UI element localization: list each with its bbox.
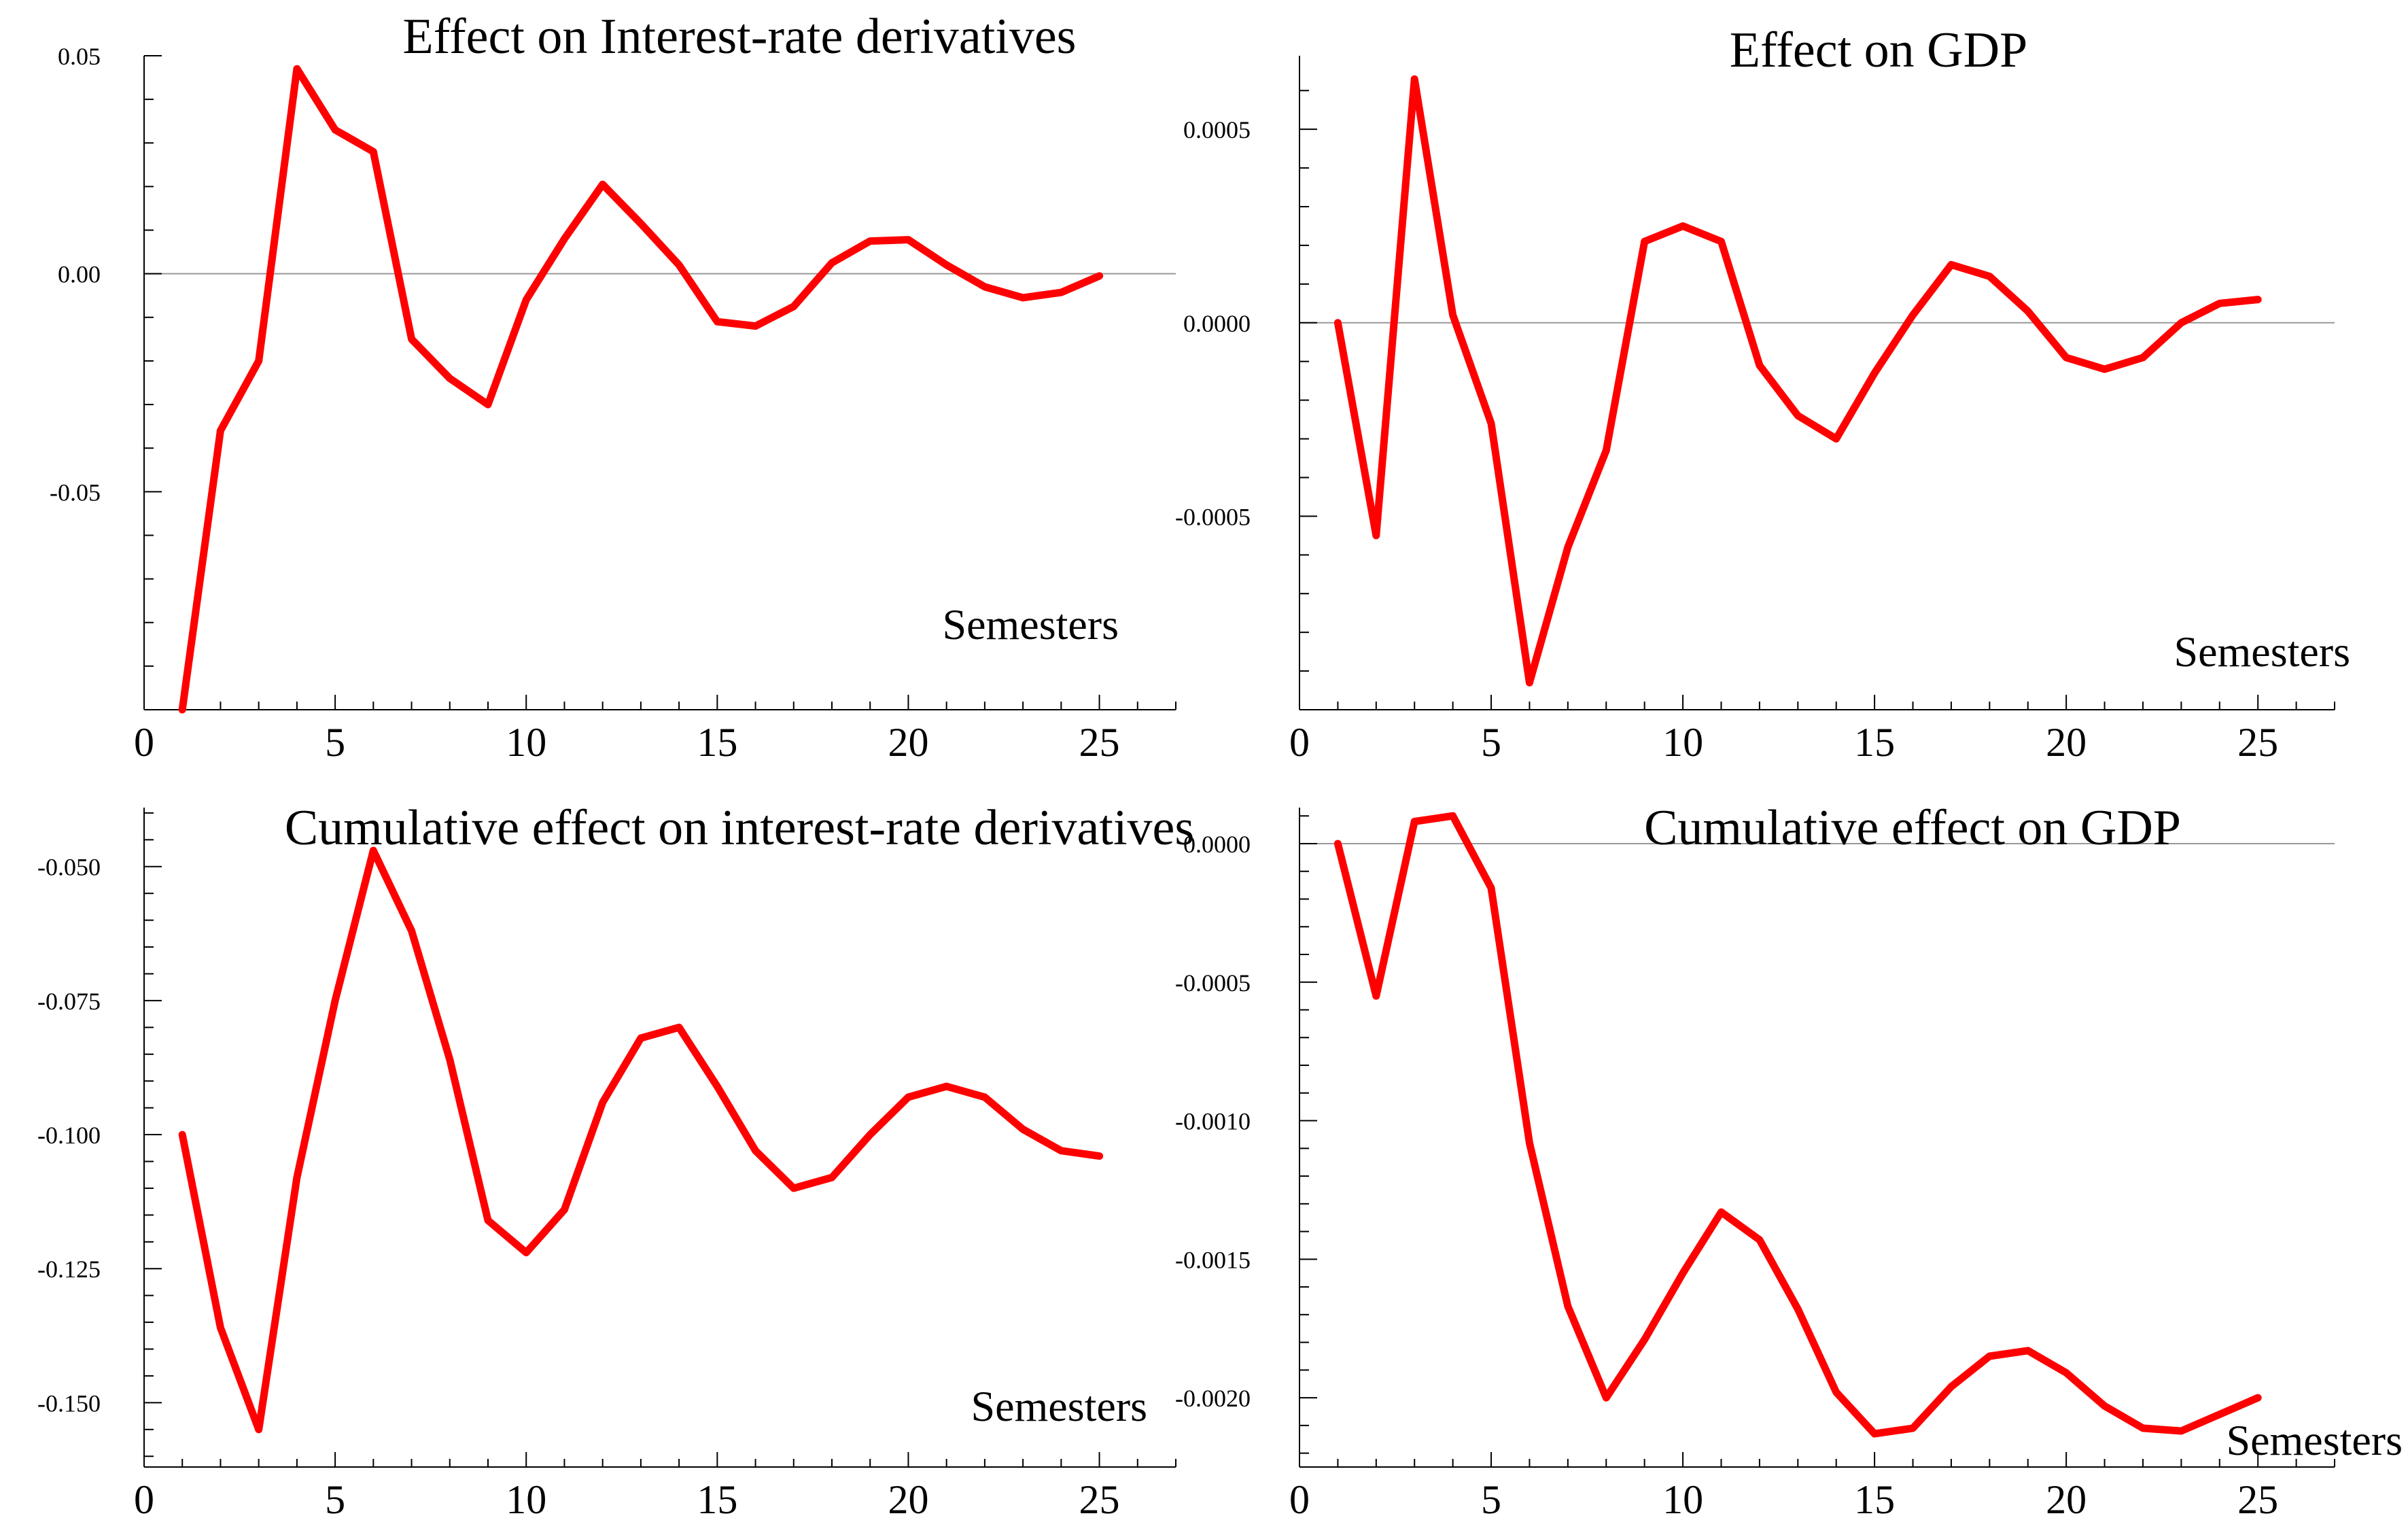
ir-cumulative-x-tick-label: 10	[506, 1477, 546, 1522]
ir-effect-x-tick-label: 25	[1079, 720, 1120, 765]
gdp-cumulative-x-tick-label: 25	[2237, 1477, 2278, 1522]
gdp-cumulative-y-tick-label: -0.0020	[1175, 1385, 1251, 1412]
gdp-effect-title: Effect on GDP	[1730, 22, 2027, 78]
gdp-cumulative-y-tick-label: 0.0000	[1183, 831, 1251, 858]
ir-effect-title: Effect on Interest-rate derivatives	[403, 9, 1077, 65]
ir-cumulative-title: Cumulative effect on interest-rate deriv…	[285, 800, 1194, 856]
ir-effect-series-line	[178, 65, 1104, 714]
gdp-cumulative-y-tick-label: -0.0005	[1175, 969, 1251, 997]
ir-cumulative-y-tick-label: -0.100	[37, 1122, 101, 1149]
gdp-effect-x-tick-label: 25	[2237, 720, 2278, 765]
gdp-cumulative-x-tick-label: 0	[1289, 1477, 1310, 1522]
gdp-cumulative-y-tick-label: -0.0015	[1175, 1246, 1251, 1273]
gdp-cumulative-x-tick-label: 10	[1662, 1477, 1703, 1522]
ir-cumulative-x-tick-label: 15	[697, 1477, 737, 1522]
ir-effect-x-tick-label: 10	[506, 720, 546, 765]
ir-cumulative-y-tick-label: -0.050	[37, 854, 101, 881]
gdp-effect-series-line	[1333, 75, 2262, 687]
gdp-cumulative-y-tick-label: -0.0010	[1175, 1108, 1251, 1135]
panel-ir-effect: 0 5 10 15 20 25 0.05 0.00 -0.05 Effect on Interes…	[50, 9, 1176, 765]
ir-effect-y-tick-label: -0.05	[50, 479, 101, 506]
ir-cumulative-x-label: Semesters	[971, 1382, 1148, 1430]
gdp-cumulative-x-tick-label: 5	[1481, 1477, 1501, 1522]
gdp-cumulative-series-line	[1333, 812, 2262, 1438]
ir-effect-x-tick-label: 15	[697, 720, 737, 765]
ir-effect-y-tick-label: 0.00	[58, 261, 101, 288]
gdp-cumulative-x-label: Semesters	[2227, 1416, 2403, 1464]
gdp-effect-y-tick-label: 0.0000	[1183, 310, 1251, 337]
gdp-effect-x-label: Semesters	[2174, 627, 2351, 676]
ir-cumulative-y-tick-label: -0.075	[37, 988, 101, 1015]
gdp-effect-x-tick-label: 5	[1481, 720, 1501, 765]
ir-effect-x-tick-label: 20	[888, 720, 928, 765]
panel-ir-cumulative: 0 5 10 15 20 25 -0.050 -0.075 -0.100 -0.125 -0.150…	[37, 800, 1194, 1522]
gdp-effect-x-tick-label: 10	[1662, 720, 1703, 765]
ir-cumulative-x-tick-label: 0	[134, 1477, 154, 1522]
ir-cumulative-x-tick-label: 25	[1079, 1477, 1120, 1522]
panel-gdp-cumulative: 0 5 10 15 20 25 0.0000 -0.0005 -0.0010 -0.0015 -0.…	[1175, 800, 2403, 1522]
ir-cumulative-series-line	[178, 846, 1104, 1434]
gdp-effect-x-tick-label: 0	[1289, 720, 1310, 765]
panel-gdp-effect: 0 5 10 15 20 25 0.0005 0.0000 -0.0005 Effect on G…	[1175, 22, 2350, 765]
ir-cumulative-x-tick-label: 5	[325, 1477, 345, 1522]
gdp-effect-y-tick-label: -0.0005	[1175, 503, 1251, 530]
gdp-cumulative-title: Cumulative effect on GDP	[1644, 800, 2181, 856]
gdp-effect-y-tick-label: 0.0005	[1183, 116, 1251, 143]
ir-effect-x-tick-label: 5	[325, 720, 345, 765]
ir-cumulative-y-tick-label: -0.150	[37, 1390, 101, 1417]
ir-cumulative-y-tick-label: -0.125	[37, 1256, 101, 1283]
ir-cumulative-x-tick-label: 20	[888, 1477, 928, 1522]
gdp-effect-x-tick-label: 15	[1854, 720, 1895, 765]
gdp-effect-x-tick-label: 20	[2046, 720, 2087, 765]
ir-effect-x-label: Semesters	[943, 600, 1119, 649]
gdp-cumulative-x-tick-label: 20	[2046, 1477, 2087, 1522]
ir-effect-y-tick-label: 0.05	[58, 43, 101, 70]
ir-effect-x-tick-label: 0	[134, 720, 154, 765]
gdp-cumulative-x-tick-label: 15	[1854, 1477, 1895, 1522]
